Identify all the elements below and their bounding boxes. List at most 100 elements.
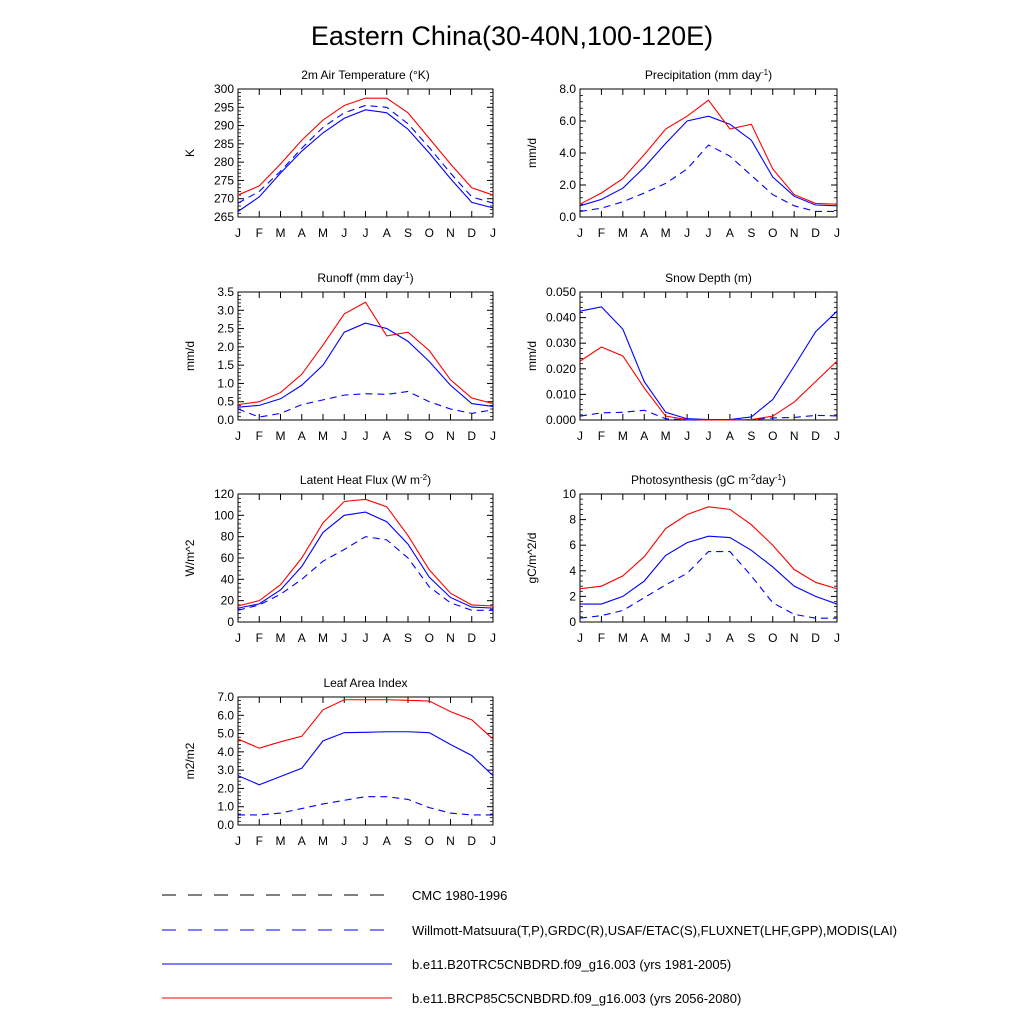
y-tick-label: 2.0 [217, 340, 234, 354]
y-tick-label: 4.0 [217, 745, 234, 759]
x-tick-label: S [404, 631, 412, 645]
y-tick-label: 80 [221, 530, 235, 544]
series-line-historical [237, 322, 494, 408]
x-tick-label: S [747, 429, 755, 443]
x-tick-label: S [747, 631, 755, 645]
x-tick-label: A [726, 631, 734, 645]
series-line-historical [579, 115, 838, 207]
panel-1: 2m Air Temperature (°K) K 265 270 275 280 285 2… [183, 68, 496, 240]
x-tick-label: J [834, 631, 840, 645]
y-tick-label: 0.040 [546, 311, 576, 325]
x-tick-label: J [341, 834, 347, 848]
panel-title: 2m Air Temperature (°K) [301, 68, 430, 82]
y-tick-label: 4.0 [559, 146, 576, 160]
y-tick-label: 0 [569, 615, 576, 629]
x-tick-label: J [363, 834, 369, 848]
y-axis-label: mm/d [525, 138, 539, 168]
y-axis-label: gC/m^2/d [525, 533, 539, 584]
x-tick-label: O [425, 226, 434, 240]
y-tick-label: 20 [221, 594, 235, 608]
x-tick-label: M [618, 429, 628, 443]
x-tick-label: A [640, 631, 648, 645]
legend-label-1: CMC 1980-1996 [412, 888, 507, 903]
series-line-observed [579, 409, 838, 421]
y-tick-label: 265 [214, 210, 234, 224]
y-axis-label: m2/m2 [183, 742, 197, 779]
x-tick-label: J [706, 631, 712, 645]
series-line-historical [237, 731, 494, 786]
series-line-historical [580, 535, 838, 605]
series-line-historical [237, 109, 494, 212]
x-tick-label: J [706, 429, 712, 443]
x-tick-label: M [276, 429, 286, 443]
y-tick-label: 0.030 [546, 336, 576, 350]
x-tick-label: N [446, 631, 455, 645]
y-tick-label: 295 [214, 100, 234, 114]
x-tick-label: J [834, 226, 840, 240]
x-tick-label: D [811, 631, 820, 645]
x-tick-label: A [383, 631, 391, 645]
x-tick-label: A [383, 429, 391, 443]
y-tick-label: 6.0 [217, 708, 234, 722]
x-tick-label: F [256, 429, 263, 443]
x-tick-label: J [363, 226, 369, 240]
panel-title: Runoff (mm day-1​) [317, 271, 413, 285]
x-tick-label: M [276, 226, 286, 240]
y-tick-label: 300 [214, 82, 234, 96]
panels: 2m Air Temperature (°K)K2652702752802852… [183, 68, 840, 848]
panel-2: Precipitation (mm day-1​) mm/d 0.0 2.0 4.0 6.… [525, 68, 840, 240]
x-tick-label: N [446, 429, 455, 443]
x-tick-label: F [598, 226, 605, 240]
x-tick-label: A [383, 226, 391, 240]
x-tick-label: J [490, 226, 496, 240]
x-tick-label: J [363, 631, 369, 645]
y-tick-label: 280 [214, 155, 234, 169]
y-tick-label: 6 [569, 538, 576, 552]
y-tick-label: 3.0 [217, 763, 234, 777]
x-tick-label: M [618, 631, 628, 645]
figure-title: Eastern China(30-40N,100-120E) [311, 21, 713, 51]
x-tick-label: J [490, 834, 496, 848]
x-tick-label: M [661, 631, 671, 645]
plot-frame [579, 493, 838, 623]
series-line-rcp85 [579, 346, 838, 421]
x-tick-label: N [446, 834, 455, 848]
x-tick-label: A [726, 429, 734, 443]
x-tick-label: M [661, 429, 671, 443]
x-tick-label: N [790, 429, 799, 443]
y-tick-label: 0 [227, 615, 234, 629]
x-tick-label: J [684, 631, 690, 645]
x-tick-label: J [577, 429, 583, 443]
x-tick-label: F [256, 226, 263, 240]
x-tick-label: A [726, 226, 734, 240]
y-tick-label: 7.0 [217, 690, 234, 704]
x-tick-label: O [425, 429, 434, 443]
x-tick-label: J [684, 429, 690, 443]
y-tick-label: 0.0 [217, 818, 234, 832]
y-tick-label: 8.0 [559, 82, 576, 96]
y-tick-label: 40 [221, 572, 235, 586]
y-axis-label: W/m^2 [183, 539, 197, 576]
y-tick-label: 120 [214, 487, 234, 501]
series-line-rcp85 [237, 301, 494, 406]
series-line-rcp85 [237, 97, 494, 196]
panel-6: Photosynthesis (gC m-2​day-1​) gC/m^2/d 0 2… [525, 473, 840, 645]
x-tick-label: M [318, 631, 328, 645]
x-tick-label: M [318, 834, 328, 848]
plot-frame [237, 88, 494, 218]
x-tick-label: J [363, 429, 369, 443]
y-tick-label: 4 [569, 564, 576, 578]
y-tick-label: 3.0 [217, 303, 234, 317]
x-tick-label: O [425, 834, 434, 848]
x-tick-label: J [490, 631, 496, 645]
y-tick-label: 2.0 [559, 178, 576, 192]
series-line-rcp85 [579, 99, 838, 205]
x-tick-label: J [235, 429, 241, 443]
x-tick-label: O [768, 631, 777, 645]
x-tick-label: A [298, 834, 306, 848]
x-tick-label: M [318, 429, 328, 443]
x-tick-label: J [577, 226, 583, 240]
x-tick-label: D [811, 226, 820, 240]
y-axis-label: mm/d [183, 341, 197, 371]
x-tick-label: N [790, 226, 799, 240]
